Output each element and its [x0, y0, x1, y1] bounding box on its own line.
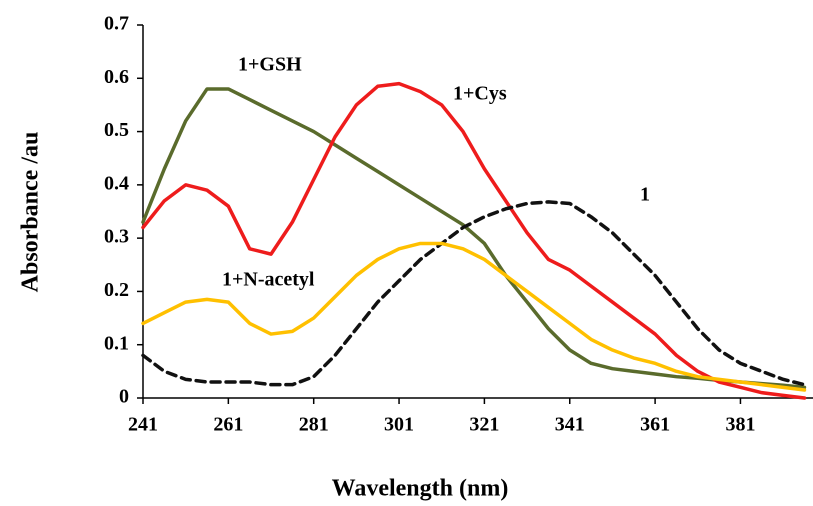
x-tick-label: 321	[469, 414, 499, 436]
x-axis-title: Wavelength (nm)	[332, 476, 509, 502]
series-line	[141, 200, 807, 387]
series-label: 1+Cys	[453, 83, 507, 105]
series-line	[141, 87, 807, 390]
y-axis-title: Absorbance /au	[18, 132, 44, 293]
x-tick-label: 261	[213, 414, 243, 436]
x-tick-label: 361	[640, 414, 670, 436]
y-tick-label: 0.7	[104, 13, 129, 35]
series-line	[141, 81, 807, 400]
y-tick-label: 0.6	[104, 66, 129, 88]
series-label: 1+GSH	[238, 54, 302, 76]
y-tick-label: 0	[119, 386, 129, 408]
y-tick-label: 0.1	[104, 332, 129, 354]
series-line	[141, 241, 807, 392]
x-tick-label: 381	[725, 414, 755, 436]
x-tick-label: 241	[128, 414, 158, 436]
series-label: 1	[640, 184, 650, 206]
y-tick-label: 0.4	[104, 172, 129, 194]
y-tick-label: 0.2	[104, 279, 129, 301]
y-tick-label: 0.5	[104, 119, 129, 141]
series-label: 1+N-acetyl	[222, 269, 315, 291]
x-tick-label: 341	[555, 414, 585, 436]
x-tick-label: 281	[299, 414, 329, 436]
y-tick-label: 0.3	[104, 226, 129, 248]
x-tick-label: 301	[384, 414, 414, 436]
